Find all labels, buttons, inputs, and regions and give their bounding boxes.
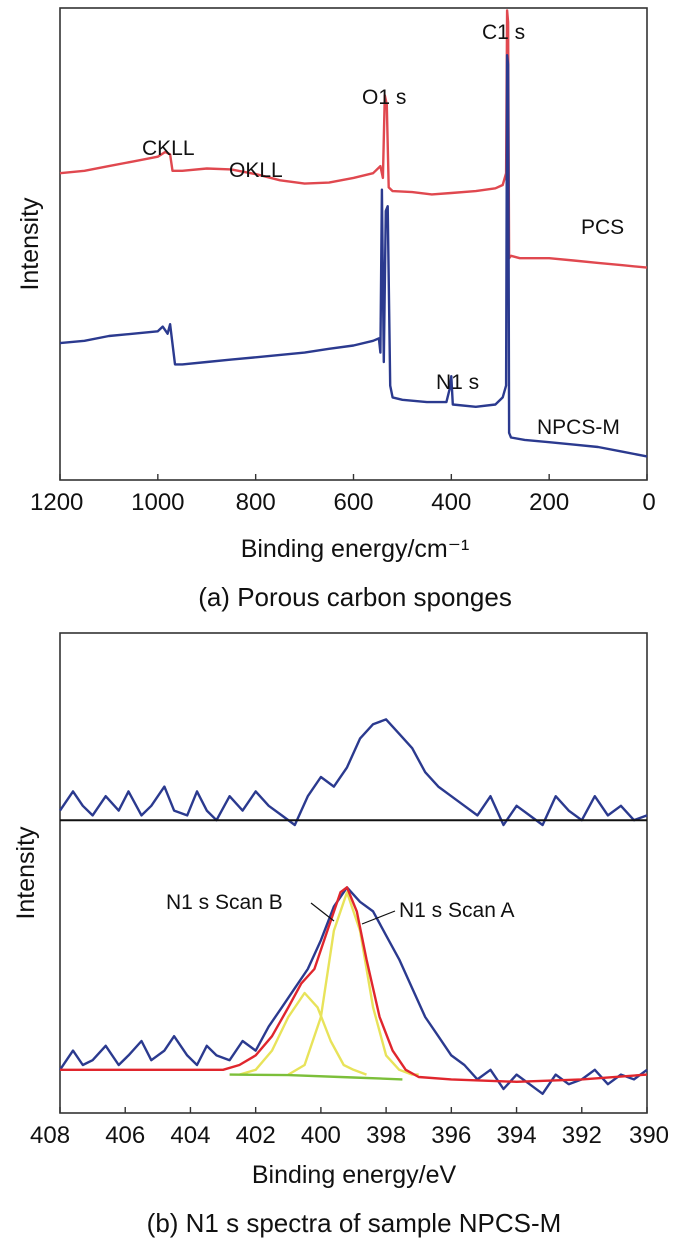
- panel-a-x-ticks: 1200 1000 800 600 400 200 0: [30, 474, 656, 516]
- annotation-scan-b: N1 s Scan B: [166, 891, 283, 914]
- panel-b-caption: (b) N1 s spectra of sample NPCS-M: [147, 1208, 562, 1238]
- scan-a-leader-line: [361, 910, 396, 925]
- series-line-n1-s-scan-b: [239, 991, 367, 1076]
- panel-a-xlabel: Binding energy/cm⁻¹: [241, 535, 470, 563]
- x-tick-label: 400: [431, 489, 471, 516]
- annotation-scan-a: N1 s Scan A: [399, 899, 515, 922]
- x-tick-label: 404: [170, 1122, 210, 1149]
- series-line-lower-scan: [59, 886, 648, 1096]
- x-tick-label: 408: [30, 1122, 70, 1149]
- x-tick-label: 200: [529, 489, 569, 516]
- panel-b-series: [59, 718, 648, 1096]
- x-tick-label: 406: [105, 1122, 145, 1149]
- x-tick-label: 0: [642, 489, 655, 516]
- annotation-n1s: N1 s: [436, 371, 479, 394]
- x-tick-label: 394: [497, 1122, 537, 1149]
- x-tick-label: 396: [431, 1122, 471, 1149]
- panel-a: 1200 1000 800 600 400 200 0 Intensity Binding …: [16, 7, 656, 612]
- x-tick-label: 600: [333, 489, 373, 516]
- x-tick-label: 390: [629, 1122, 669, 1149]
- x-tick-label: 402: [236, 1122, 276, 1149]
- panel-a-series: [59, 9, 648, 458]
- panel-a-caption: (a) Porous carbon sponges: [198, 582, 512, 612]
- panel-b: 408 406 404 402 400 398 396 394 392 390 Intensity…: [12, 632, 669, 1238]
- annotation-okll: OKLL: [229, 159, 283, 182]
- annotation-c1s: C1 s: [482, 21, 525, 44]
- series-line-background: [229, 1073, 403, 1081]
- annotation-o1s: O1 s: [362, 86, 406, 109]
- series-line-upper-scan: [59, 718, 648, 827]
- x-tick-label: 1000: [131, 489, 184, 516]
- x-tick-label: 398: [366, 1122, 406, 1149]
- panel-b-frame: [59, 632, 648, 1114]
- panel-b-x-ticks: 408 406 404 402 400 398 396 394 392 390: [30, 1107, 669, 1149]
- series-line-envelope: [60, 886, 648, 1084]
- x-tick-label: 1200: [30, 489, 83, 516]
- panel-b-xlabel: Binding energy/eV: [252, 1161, 457, 1189]
- annotation-pcs: PCS: [581, 216, 624, 239]
- series-line-pcs: [59, 9, 648, 269]
- panel-b-ylabel: Intensity: [12, 826, 40, 920]
- series-line-npcs-m: [59, 54, 648, 458]
- annotation-npcs-m: NPCS-M: [537, 416, 620, 439]
- annotation-ckll: CKLL: [142, 137, 195, 160]
- scan-b-leader-line: [310, 902, 335, 922]
- panel-a-ylabel: Intensity: [16, 197, 44, 291]
- x-tick-label: 400: [301, 1122, 341, 1149]
- x-tick-label: 800: [236, 489, 276, 516]
- panel-a-frame: [59, 7, 648, 481]
- x-tick-label: 392: [562, 1122, 602, 1149]
